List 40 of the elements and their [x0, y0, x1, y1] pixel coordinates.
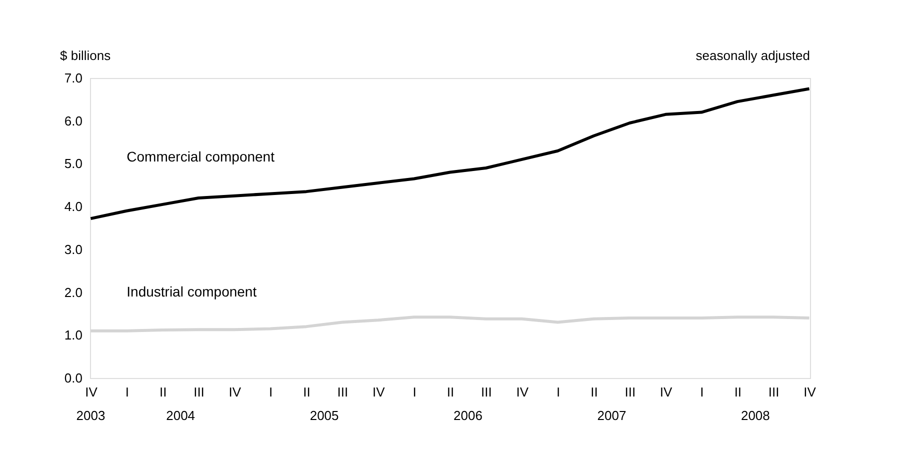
- x-tick-label: I: [412, 384, 416, 400]
- x-tick-label: IV: [660, 384, 673, 400]
- x-tick-label: III: [337, 384, 348, 400]
- x-tick-label: II: [734, 384, 742, 400]
- x-tick-label: II: [446, 384, 454, 400]
- x-tick-label: IV: [516, 384, 529, 400]
- y-tick-label: 0.0: [64, 370, 82, 386]
- x-tick-label: III: [624, 384, 636, 400]
- x-tick-label: III: [768, 384, 780, 400]
- y-tick-label: 2.0: [64, 284, 82, 300]
- text: Industrial component: [126, 283, 257, 300]
- x-tick-label: III: [194, 384, 204, 400]
- x-tick-label: I: [556, 384, 560, 400]
- text: 2005: [310, 408, 339, 423]
- y-tick-label: 1.0: [64, 328, 82, 343]
- x-tick-label: IV: [228, 384, 242, 400]
- x-tick-label: I: [125, 384, 129, 400]
- y-tick-label: 5.0: [64, 156, 82, 172]
- y-tick-label: 3.0: [64, 242, 82, 257]
- x-tick-label: II: [159, 384, 167, 400]
- x-tick-label: II: [303, 384, 310, 400]
- x-tick-label: III: [481, 384, 492, 400]
- x-tick-label: IV: [804, 384, 816, 400]
- y-tick-label: 4.0: [64, 199, 82, 214]
- text: 2007: [597, 408, 626, 423]
- x-tick-label: IV: [85, 384, 98, 400]
- y-axis-title: $ billions: [60, 48, 112, 63]
- x-tick-label: I: [700, 384, 704, 400]
- text: Commercial component: [126, 148, 275, 164]
- text: 2004: [166, 408, 196, 423]
- x-tick-label: IV: [372, 384, 386, 400]
- text: 2006: [454, 408, 482, 423]
- line-series: [89, 87, 811, 220]
- x-tick-label: I: [269, 384, 273, 400]
- chart-subtitle: seasonally adjusted: [696, 48, 810, 63]
- y-tick-label: 7.0: [64, 70, 82, 86]
- text: 2008: [740, 408, 770, 423]
- y-tick-label: 6.0: [64, 113, 82, 128]
- text: 2003: [76, 408, 106, 423]
- x-tick-label: II: [590, 384, 598, 400]
